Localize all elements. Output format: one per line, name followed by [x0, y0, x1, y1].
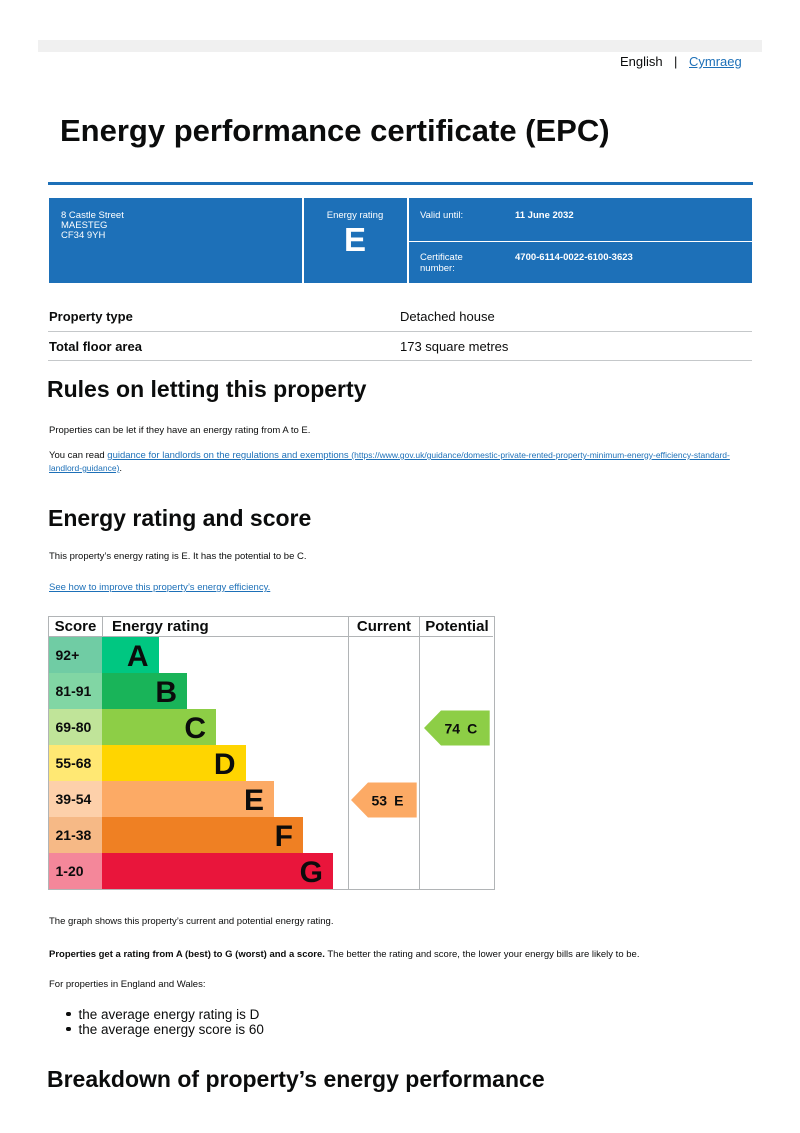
svg-text:53 E: 53 E — [371, 792, 403, 808]
svg-text:74 C: 74 C — [445, 720, 478, 736]
